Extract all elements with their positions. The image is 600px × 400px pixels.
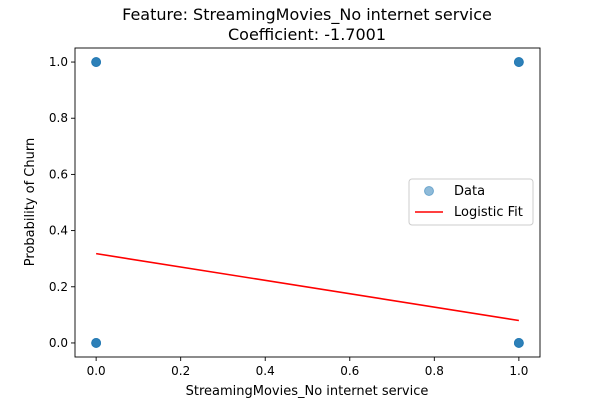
y-tick-label-1: 0.2 <box>49 280 68 294</box>
x-tick-label-3: 0.6 <box>340 364 359 378</box>
legend-marker-data <box>424 186 434 196</box>
y-tick-label-5: 1.0 <box>49 55 68 69</box>
plot-frame <box>74 47 541 358</box>
x-tick-label-4: 0.8 <box>425 364 444 378</box>
x-tick-label-1: 0.2 <box>171 364 190 378</box>
legend-label-data: Data <box>454 184 485 199</box>
data-point-1-3 <box>91 57 102 67</box>
data-point-3-3 <box>513 57 524 67</box>
x-axis-label: StreamingMovies_No internet service <box>186 384 429 399</box>
y-tick-label-4: 0.8 <box>49 111 68 125</box>
y-tick-label-3: 0.6 <box>49 167 68 181</box>
plot-area: 0.0 0.2 0.4 0.6 0.8 1.0 0.0 0.2 0.4 0.6 0.8 1.0 <box>49 47 541 378</box>
x-tick-label-5: 1.0 <box>509 364 528 378</box>
chart-title: Feature: StreamingMovies_No internet ser… <box>122 5 492 25</box>
data-point-0-3 <box>91 338 102 348</box>
x-tick-label-2: 0.4 <box>256 364 275 378</box>
x-tick-label-0: 0.0 <box>87 364 106 378</box>
y-tick-label-2: 0.4 <box>49 224 68 238</box>
legend: Data Logistic Fit <box>408 178 534 226</box>
chart-subtitle: Coefficient: -1.7001 <box>228 25 386 44</box>
data-point-2-3 <box>513 338 524 348</box>
legend-label-fit: Logistic Fit <box>454 205 523 220</box>
legend-box <box>408 178 534 226</box>
y-tick-label-0: 0.0 <box>49 336 68 350</box>
logistic-fit-line <box>96 252 519 322</box>
y-axis-label: Probability of Churn <box>23 138 38 266</box>
